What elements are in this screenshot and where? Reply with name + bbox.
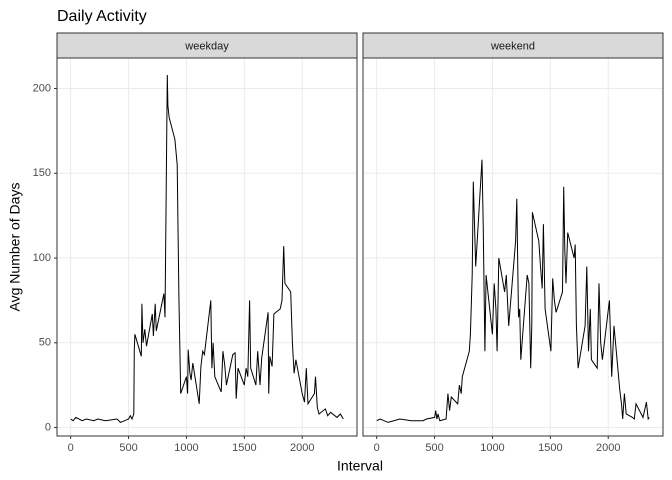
x-tick-label: 500 xyxy=(119,442,137,454)
y-axis-label: Avg Number of Days xyxy=(7,183,23,312)
line xyxy=(376,159,650,423)
panel-border xyxy=(56,57,358,437)
y-tick-label: 50 xyxy=(39,337,51,349)
x-tick-label: 1000 xyxy=(174,442,198,454)
panel-border xyxy=(362,57,664,437)
strip-label: weekday xyxy=(184,40,229,52)
x-tick-label: 2000 xyxy=(596,442,620,454)
x-tick-label: 500 xyxy=(425,442,443,454)
x-tick-label: 1000 xyxy=(480,442,504,454)
strip xyxy=(362,32,664,59)
x-tick-label: 2000 xyxy=(290,442,314,454)
x-tick-label: 0 xyxy=(374,442,380,454)
y-tick-label: 150 xyxy=(33,167,51,179)
strip xyxy=(56,32,358,59)
strip-label: weekend xyxy=(490,40,535,52)
y-tick-label: 200 xyxy=(33,82,51,94)
x-tick-label: 0 xyxy=(68,442,74,454)
x-tick-label: 1500 xyxy=(538,442,562,454)
x-axis-label: Interval xyxy=(337,458,383,474)
chart-title: Daily Activity xyxy=(57,8,147,25)
y-tick-label: 100 xyxy=(33,252,51,264)
x-tick-label: 1500 xyxy=(232,442,256,454)
line xyxy=(70,74,344,423)
y-tick-label: 0 xyxy=(45,421,51,433)
